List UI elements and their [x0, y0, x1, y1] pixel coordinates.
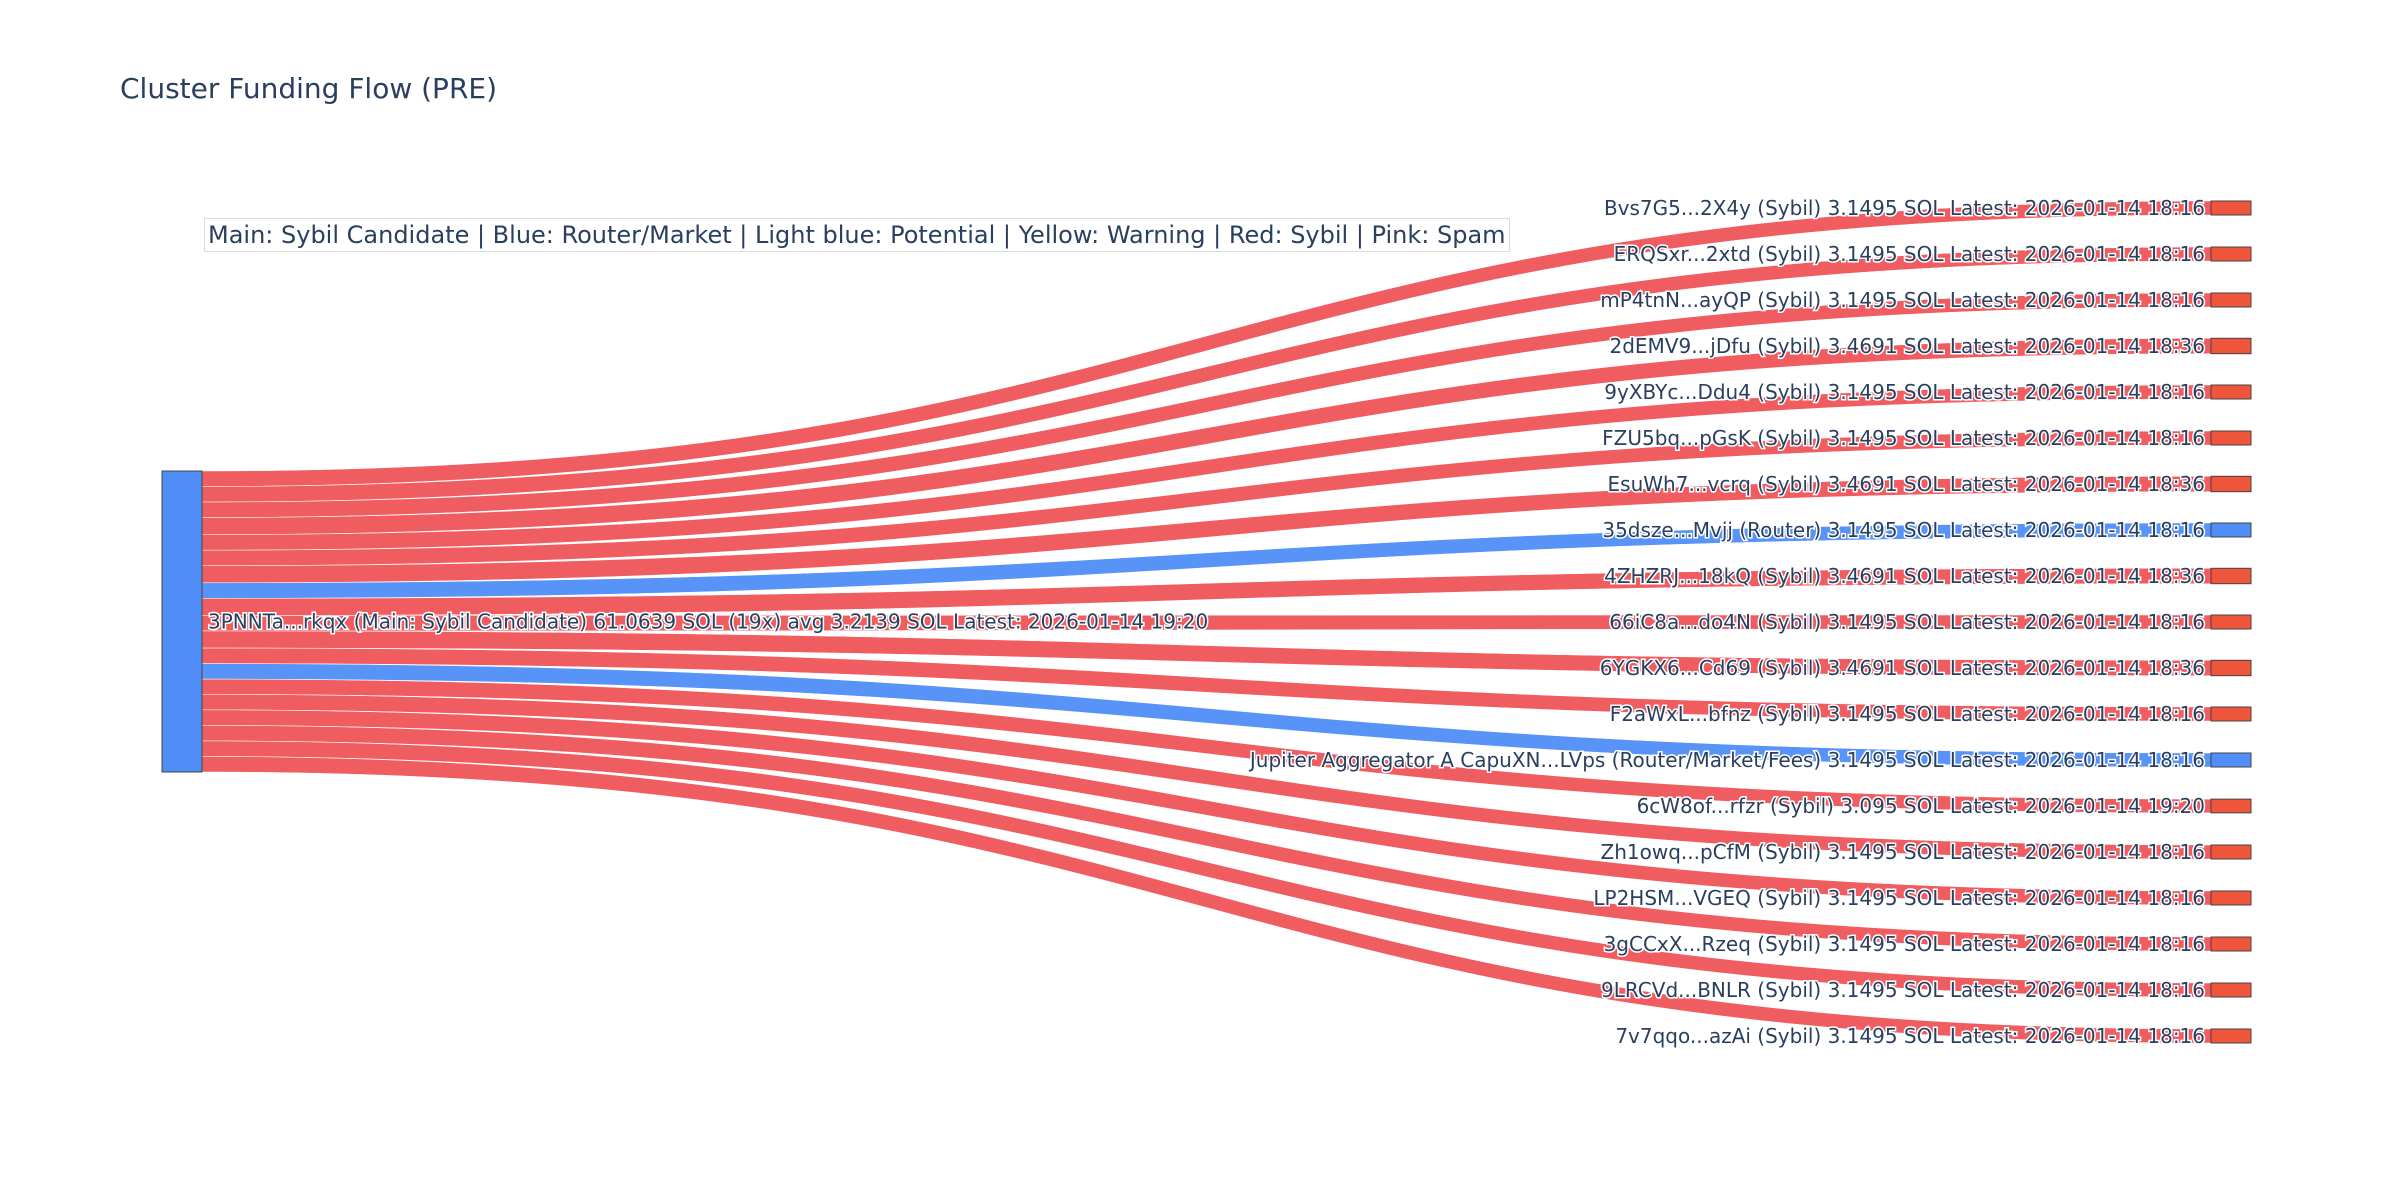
sankey-target-label-11: 6YGKX6...Cd69 (Sybil) 3.4691 SOL Latest:… [1600, 656, 2205, 680]
sankey-target-node-10[interactable] [2210, 614, 2252, 630]
sankey-target-label-10: 66iC8a...do4N (Sybil) 3.1495 SOL Latest:… [1609, 610, 2205, 634]
sankey-target-label-16: LP2HSM...VGEQ (Sybil) 3.1495 SOL Latest:… [1593, 886, 2205, 910]
sankey-target-node-19[interactable] [2210, 1028, 2252, 1044]
sankey-target-label-1: Bvs7G5...2X4y (Sybil) 3.1495 SOL Latest:… [1604, 196, 2205, 220]
sankey-target-node-4[interactable] [2210, 337, 2252, 355]
sankey-target-node-9[interactable] [2210, 567, 2252, 585]
sankey-target-node-14[interactable] [2210, 798, 2252, 814]
sankey-labels: Bvs7G5...2X4y (Sybil) 3.1495 SOL Latest:… [207, 195, 2207, 1050]
sankey-target-label-12: F2aWxL...bfnz (Sybil) 3.1495 SOL Latest:… [1610, 702, 2205, 726]
sankey-target-label-7: EsuWh7...vcrq (Sybil) 3.4691 SOL Latest:… [1608, 472, 2205, 496]
sankey-target-node-7[interactable] [2210, 475, 2252, 493]
sankey-target-label-5: 9yXBYc...Ddu4 (Sybil) 3.1495 SOL Latest:… [1604, 380, 2205, 404]
sankey-target-node-12[interactable] [2210, 706, 2252, 722]
sankey-target-label-14: 6cW8of...rfzr (Sybil) 3.095 SOL Latest: … [1637, 794, 2205, 818]
sankey-target-node-17[interactable] [2210, 936, 2252, 952]
sankey-target-node-2[interactable] [2210, 246, 2252, 262]
sankey-target-node-6[interactable] [2210, 430, 2252, 446]
sankey-target-node-3[interactable] [2210, 292, 2252, 308]
sankey-target-label-3: mP4tnN...ayQP (Sybil) 3.1495 SOL Latest:… [1600, 288, 2205, 312]
sankey-target-node-16[interactable] [2210, 890, 2252, 906]
sankey-links [201, 200, 2212, 1044]
sankey-source-node[interactable] [161, 470, 203, 773]
sankey-target-node-1[interactable] [2210, 200, 2252, 216]
color-legend-annotation: Main: Sybil Candidate | Blue: Router/Mar… [204, 218, 1510, 252]
sankey-nodes [161, 200, 2252, 1044]
sankey-target-label-19: 7v7qqo...azAi (Sybil) 3.1495 SOL Latest:… [1615, 1024, 2205, 1048]
sankey-target-node-8[interactable] [2210, 522, 2252, 538]
sankey-target-node-13[interactable] [2210, 752, 2252, 768]
sankey-target-label-13: Jupiter Aggregator A CapuXN...LVps (Rout… [1248, 748, 2205, 772]
sankey-target-label-17: 3gCCxX...Rzeq (Sybil) 3.1495 SOL Latest:… [1604, 932, 2205, 956]
sankey-target-label-15: Zh1owq...pCfM (Sybil) 3.1495 SOL Latest:… [1601, 840, 2205, 864]
sankey-target-node-15[interactable] [2210, 844, 2252, 860]
sankey-target-label-6: FZU5bq...pGsK (Sybil) 3.1495 SOL Latest:… [1602, 426, 2205, 450]
sankey-target-label-2: ERQSxr...2xtd (Sybil) 3.1495 SOL Latest:… [1614, 242, 2205, 266]
sankey-target-node-18[interactable] [2210, 982, 2252, 998]
sankey-target-label-18: 9LRCVd...BNLR (Sybil) 3.1495 SOL Latest:… [1601, 978, 2205, 1002]
sankey-target-label-9: 4ZHZRJ...18kQ (Sybil) 3.4691 SOL Latest:… [1604, 564, 2205, 588]
sankey-target-label-4: 2dEMV9...jDfu (Sybil) 3.4691 SOL Latest:… [1609, 334, 2205, 358]
sankey-target-label-8: 35dsze...Mvjj (Router) 3.1495 SOL Latest… [1602, 518, 2205, 542]
sankey-target-node-11[interactable] [2210, 659, 2252, 677]
chart-title: Cluster Funding Flow (PRE) [120, 72, 498, 105]
sankey-target-node-5[interactable] [2210, 384, 2252, 400]
sankey-source-label: 3PNNTa...rkqx (Main: Sybil Candidate) 61… [208, 610, 1208, 634]
